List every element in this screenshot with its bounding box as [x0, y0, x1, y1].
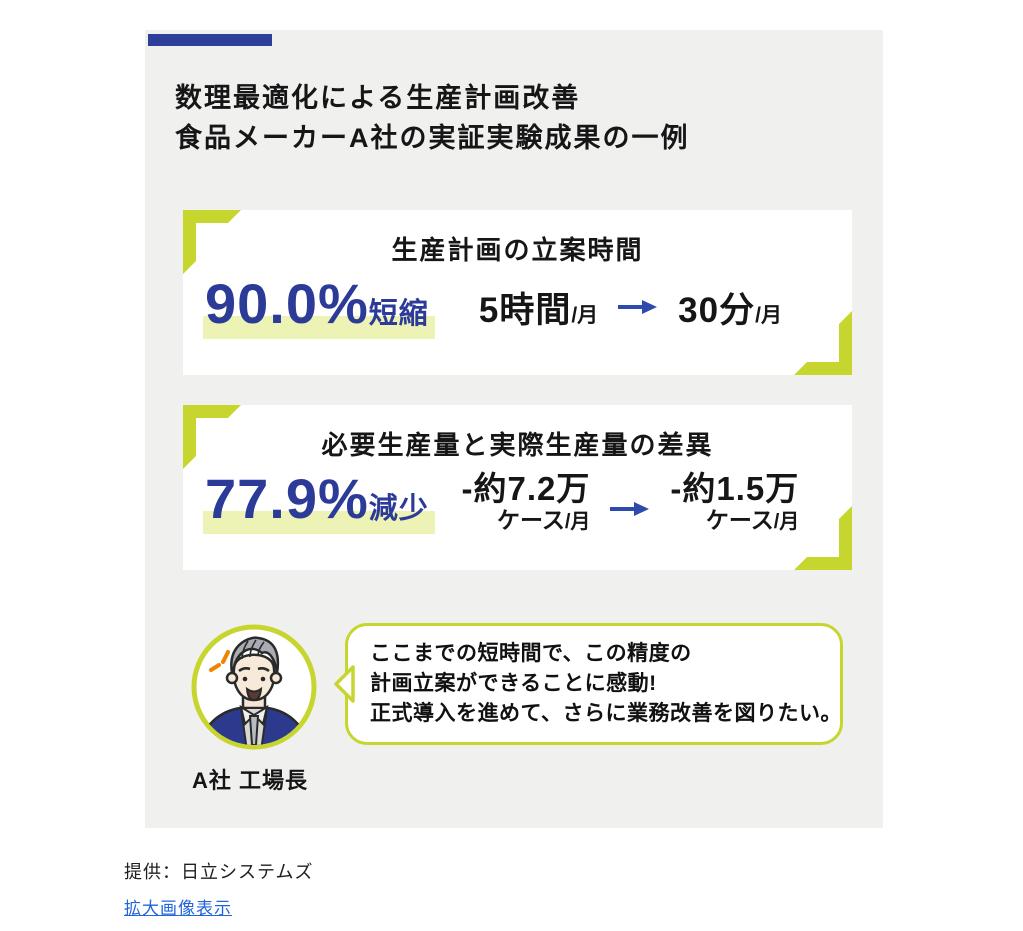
excitement-sparks-icon — [209, 650, 230, 672]
factory-manager-avatar — [191, 624, 317, 750]
card-row: 90.0%短縮 5時間/月 30分/月 — [203, 272, 826, 340]
zoom-image-link[interactable]: 拡大画像表示 — [124, 899, 232, 918]
footer: 提供：日立システムズ 拡大画像表示 — [124, 858, 313, 919]
before-value: 5時間/月 — [478, 290, 599, 330]
card-title: 生産計画の立案時間 — [391, 235, 644, 265]
stat-value: 90.0% — [205, 272, 369, 335]
before-after-values: -約7.2万 ケース/月 -約1.5万 ケース/月 — [435, 472, 826, 532]
before-after-values: 5時間/月 30分/月 — [435, 282, 826, 333]
right-arrow-icon — [618, 300, 658, 315]
stat-highlight: 77.9%減少 — [203, 467, 435, 535]
stat-highlight: 90.0%短縮 — [203, 272, 435, 340]
page-title: 数理最適化による生産計画改善 食品メーカーA社の実証実験成果の一例 — [175, 78, 690, 158]
speech-bubble: ここまでの短時間で、この精度の 計画立案ができることに感動! 正式導入を進めて、… — [334, 623, 843, 745]
right-arrow-icon — [610, 502, 650, 517]
stat-suffix: 短縮 — [368, 298, 429, 330]
stat-suffix: 減少 — [368, 493, 429, 525]
after-value: 30分/月 — [678, 290, 782, 330]
bubble-tail-icon — [334, 665, 355, 703]
avatar-label: A社 工場長 — [192, 768, 309, 793]
testimonial-section: A社 工場長 ここまでの短時間で、この精度の 計画立案ができることに感動! 正式… — [145, 30, 883, 828]
quote-line: 正式導入を進めて、さらに業務改善を図りたい。 — [370, 702, 842, 725]
stat-value: 77.9% — [205, 467, 369, 530]
quote-line: ここまでの短時間で、この精度の — [370, 642, 692, 665]
accent-bar — [148, 34, 272, 46]
after-value: -約1.5万 ケース/月 — [670, 470, 800, 534]
quote-line: 計画立案ができることに感動! — [370, 672, 657, 695]
infographic-panel: 数理最適化による生産計画改善 食品メーカーA社の実証実験成果の一例 生産計画の立… — [145, 30, 883, 828]
card-title: 必要生産量と実際生産量の差異 — [321, 430, 714, 460]
before-value: -約7.2万 ケース/月 — [461, 470, 591, 534]
credit-text: 提供：日立システムズ — [124, 862, 314, 882]
title-line-2: 食品メーカーA社の実証実験成果の一例 — [175, 123, 690, 153]
card-row: 77.9%減少 -約7.2万 ケース/月 -約1.5万 ケース/月 — [203, 467, 826, 535]
title-line-1: 数理最適化による生産計画改善 — [175, 83, 581, 113]
